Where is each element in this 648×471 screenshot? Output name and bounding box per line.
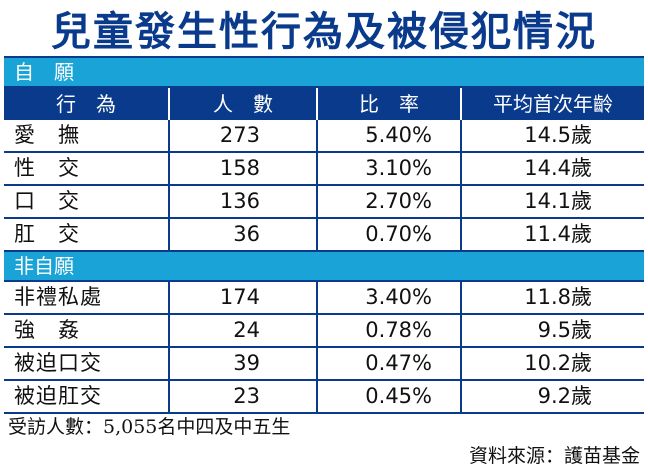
cell-act: 口 交 <box>4 186 170 217</box>
cell-act: 性 交 <box>4 153 170 184</box>
cell-age: 14.5歲 <box>524 123 592 147</box>
cell-rate: 5.40% <box>318 120 462 151</box>
cell-age: 9.2歲 <box>537 384 592 408</box>
page-title: 兒童發生性行為及被侵犯情況 <box>51 9 597 55</box>
cell-act: 強 姦 <box>4 315 170 346</box>
column-header-age: 平均首次年齡 <box>493 92 613 116</box>
cell-act: 愛 撫 <box>4 120 170 151</box>
table-row: 被迫口交 39 0.47% 10.2歲 <box>4 348 644 381</box>
column-header-count: 人 數 <box>170 88 318 120</box>
cell-count: 136 <box>170 186 318 217</box>
cell-age: 14.4歲 <box>524 156 592 180</box>
table-row: 口 交 136 2.70% 14.1歲 <box>4 186 644 219</box>
cell-count: 174 <box>170 282 318 313</box>
cell-act: 非禮私處 <box>4 282 170 313</box>
table-row: 愛 撫 273 5.40% 14.5歲 <box>4 120 644 153</box>
cell-act: 被迫口交 <box>4 348 170 379</box>
cell-age: 11.4歲 <box>524 222 592 246</box>
column-header-row: 行 為 人 數 比 率 平均首次年齡 <box>4 88 644 120</box>
table-row: 肛 交 36 0.70% 11.4歲 <box>4 219 644 250</box>
cell-rate: 3.40% <box>318 282 462 313</box>
column-header-rate: 比 率 <box>318 88 462 120</box>
cell-rate: 0.78% <box>318 315 462 346</box>
cell-rate: 2.70% <box>318 186 462 217</box>
cell-age: 14.1歲 <box>524 189 592 213</box>
cell-rate: 0.70% <box>318 219 462 250</box>
table-row: 非禮私處 174 3.40% 11.8歲 <box>4 282 644 315</box>
cell-age: 9.5歲 <box>537 318 592 342</box>
source-credit: 資料來源：護苗基金 <box>468 445 640 467</box>
cell-rate: 0.47% <box>318 348 462 379</box>
section-header-voluntary: 自 願 <box>4 58 644 88</box>
cell-rate: 3.10% <box>318 153 462 184</box>
cell-count: 23 <box>170 381 318 412</box>
cell-count: 273 <box>170 120 318 151</box>
table-row: 被迫肛交 23 0.45% 9.2歲 <box>4 381 644 414</box>
cell-act: 肛 交 <box>4 219 170 250</box>
cell-rate: 0.45% <box>318 381 462 412</box>
cell-count: 24 <box>170 315 318 346</box>
cell-age: 10.2歲 <box>524 351 592 375</box>
cell-age: 11.8歲 <box>524 285 592 309</box>
cell-act: 被迫肛交 <box>4 381 170 412</box>
section-header-involuntary: 非自願 <box>4 250 644 282</box>
cell-count: 36 <box>170 219 318 250</box>
cell-count: 158 <box>170 153 318 184</box>
cell-count: 39 <box>170 348 318 379</box>
table-row: 性 交 158 3.10% 14.4歲 <box>4 153 644 186</box>
column-header-act: 行 為 <box>4 88 170 120</box>
data-table: 自 願 行 為 人 數 比 率 平均首次年齡 愛 撫 273 5.40% 14.… <box>4 56 644 414</box>
table-row: 強 姦 24 0.78% 9.5歲 <box>4 315 644 348</box>
footnote-respondents: 受訪人數：5,055名中四及中五生 <box>8 416 291 438</box>
